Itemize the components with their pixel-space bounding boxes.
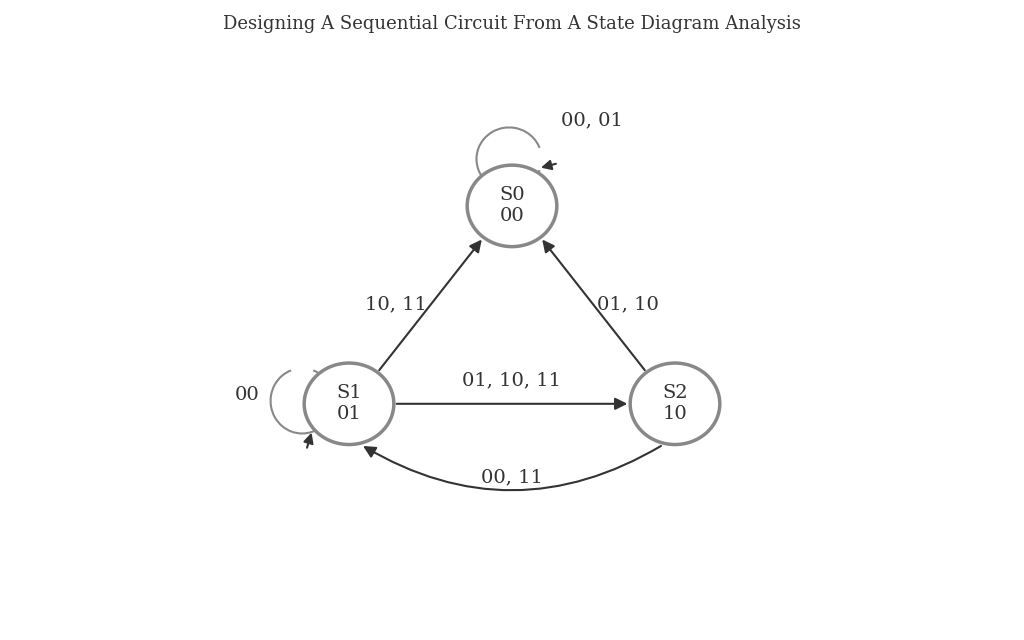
Text: 01, 10: 01, 10 bbox=[597, 296, 659, 314]
Title: Designing A Sequential Circuit From A State Diagram Analysis: Designing A Sequential Circuit From A St… bbox=[223, 15, 801, 33]
Ellipse shape bbox=[630, 363, 720, 445]
Text: 01, 10, 11: 01, 10, 11 bbox=[463, 371, 561, 390]
Text: 00, 01: 00, 01 bbox=[561, 111, 624, 129]
Text: 10, 11: 10, 11 bbox=[365, 296, 427, 314]
Text: S0
00: S0 00 bbox=[499, 186, 525, 225]
Text: S2
10: S2 10 bbox=[663, 385, 688, 423]
Text: 00: 00 bbox=[234, 386, 259, 404]
Text: 00, 11: 00, 11 bbox=[481, 468, 543, 486]
FancyArrowPatch shape bbox=[365, 446, 660, 490]
Ellipse shape bbox=[304, 363, 394, 445]
Text: S1
01: S1 01 bbox=[336, 385, 361, 423]
Ellipse shape bbox=[467, 165, 557, 246]
